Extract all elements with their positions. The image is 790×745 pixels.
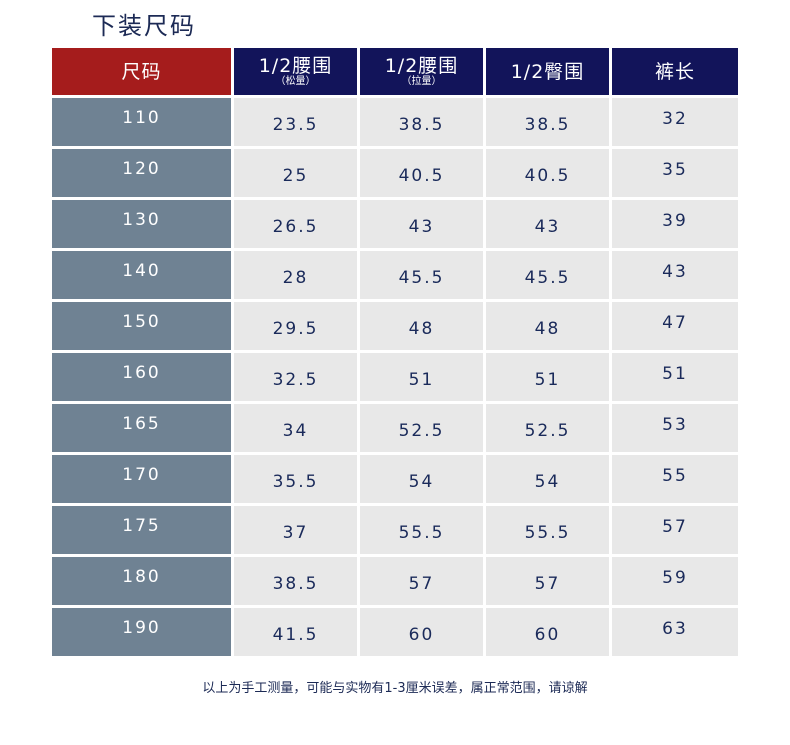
header-length-label: 裤长 xyxy=(654,60,695,83)
waist-stretched-cell: 54 xyxy=(360,455,486,506)
waist-relaxed-cell: 35.5 xyxy=(234,455,360,506)
header-size-label: 尺码 xyxy=(121,60,162,83)
size-table: 尺码 1/2腰围 （松量） 1/2腰围 （拉量） 1/2臀围 裤长 110 23.5 38.5 38… xyxy=(52,48,738,660)
header-waist-relaxed-note: （松量） xyxy=(275,75,316,87)
length-cell: 53 xyxy=(612,404,738,455)
waist-relaxed-cell: 38.5 xyxy=(234,557,360,608)
hip-cell: 57 xyxy=(486,557,612,608)
waist-relaxed-cell: 37 xyxy=(234,506,360,557)
length-cell: 51 xyxy=(612,353,738,404)
length-cell: 32 xyxy=(612,98,738,149)
waist-stretched-cell: 60 xyxy=(360,608,486,659)
header-length: 裤长 xyxy=(612,48,738,98)
size-cell: 120 xyxy=(52,149,234,200)
size-cell: 190 xyxy=(52,608,234,659)
hip-cell: 43 xyxy=(486,200,612,251)
waist-relaxed-cell: 28 xyxy=(234,251,360,302)
length-cell: 59 xyxy=(612,557,738,608)
waist-stretched-cell: 45.5 xyxy=(360,251,486,302)
length-cell: 35 xyxy=(612,149,738,200)
waist-stretched-cell: 55.5 xyxy=(360,506,486,557)
waist-stretched-cell: 48 xyxy=(360,302,486,353)
waist-relaxed-cell: 23.5 xyxy=(234,98,360,149)
hip-cell: 51 xyxy=(486,353,612,404)
size-cell: 130 xyxy=(52,200,234,251)
hip-cell: 60 xyxy=(486,608,612,659)
size-cell: 160 xyxy=(52,353,234,404)
waist-stretched-cell: 51 xyxy=(360,353,486,404)
hip-cell: 55.5 xyxy=(486,506,612,557)
waist-stretched-cell: 38.5 xyxy=(360,98,486,149)
length-cell: 55 xyxy=(612,455,738,506)
header-size: 尺码 xyxy=(52,48,234,98)
waist-stretched-cell: 43 xyxy=(360,200,486,251)
hip-cell: 40.5 xyxy=(486,149,612,200)
length-cell: 57 xyxy=(612,506,738,557)
measurement-footnote: 以上为手工测量，可能与实物有1-3厘米误差，属正常范围，请谅解 xyxy=(202,681,588,696)
hip-cell: 45.5 xyxy=(486,251,612,302)
length-cell: 47 xyxy=(612,302,738,353)
header-waist-stretched-label: 1/2腰围 xyxy=(384,54,459,77)
size-cell: 180 xyxy=(52,557,234,608)
size-cell: 140 xyxy=(52,251,234,302)
waist-relaxed-cell: 26.5 xyxy=(234,200,360,251)
length-cell: 39 xyxy=(612,200,738,251)
size-cell: 170 xyxy=(52,455,234,506)
header-waist-relaxed: 1/2腰围 （松量） xyxy=(234,48,360,98)
waist-relaxed-cell: 34 xyxy=(234,404,360,455)
size-cell: 165 xyxy=(52,404,234,455)
waist-stretched-cell: 57 xyxy=(360,557,486,608)
header-waist-stretched: 1/2腰围 （拉量） xyxy=(360,48,486,98)
waist-relaxed-cell: 41.5 xyxy=(234,608,360,659)
hip-cell: 52.5 xyxy=(486,404,612,455)
waist-stretched-cell: 40.5 xyxy=(360,149,486,200)
length-cell: 43 xyxy=(612,251,738,302)
length-cell: 63 xyxy=(612,608,738,659)
waist-relaxed-cell: 32.5 xyxy=(234,353,360,404)
size-cell: 110 xyxy=(52,98,234,149)
waist-relaxed-cell: 25 xyxy=(234,149,360,200)
hip-cell: 38.5 xyxy=(486,98,612,149)
hip-cell: 54 xyxy=(486,455,612,506)
size-cell: 150 xyxy=(52,302,234,353)
header-hip-label: 1/2臀围 xyxy=(510,60,585,83)
size-cell: 175 xyxy=(52,506,234,557)
page-title: 下装尺码 xyxy=(92,12,196,40)
header-waist-relaxed-label: 1/2腰围 xyxy=(258,54,333,77)
waist-relaxed-cell: 29.5 xyxy=(234,302,360,353)
waist-stretched-cell: 52.5 xyxy=(360,404,486,455)
header-waist-stretched-note: （拉量） xyxy=(401,75,442,87)
hip-cell: 48 xyxy=(486,302,612,353)
header-hip: 1/2臀围 xyxy=(486,48,612,98)
